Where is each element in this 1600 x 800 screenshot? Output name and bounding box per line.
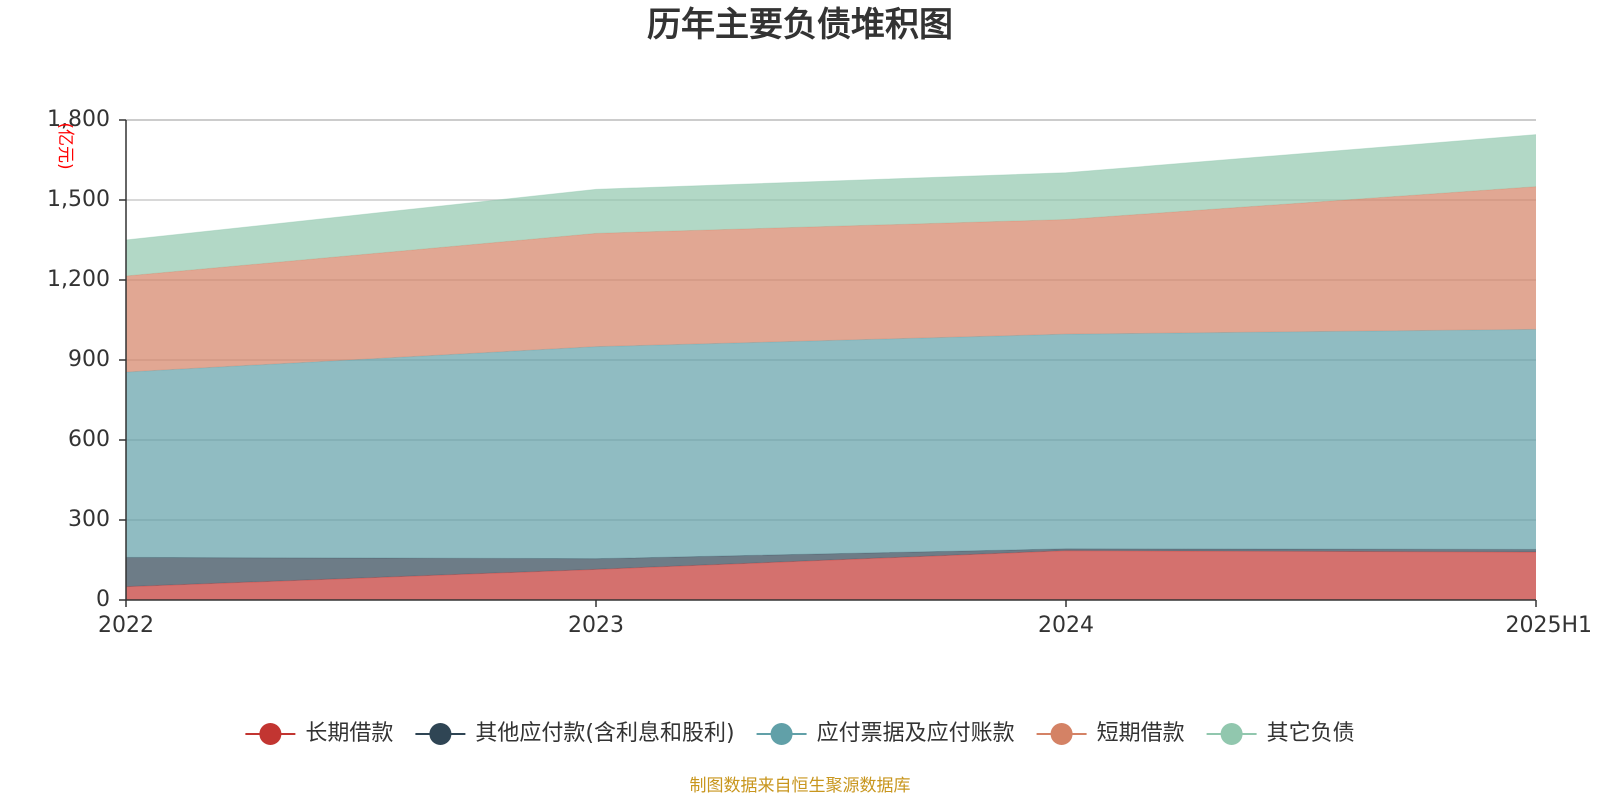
series-area-2[interactable] — [126, 329, 1536, 559]
y-tick-label-0: 0 — [96, 587, 110, 612]
y-tick-label-5: 1,500 — [47, 187, 110, 212]
y-tick-label-1: 300 — [68, 507, 110, 532]
series-area-0[interactable] — [126, 550, 1536, 600]
axes — [119, 119, 1537, 607]
legend-label-4: 其它负债 — [1267, 721, 1355, 746]
y-tick-label-2: 600 — [68, 427, 110, 452]
legend-label-1: 其他应付款(含利息和股利) — [475, 721, 734, 746]
y-axis-tick-labels: 0 300 600 900 1,200 1,500 1,800 — [47, 107, 110, 612]
legend[interactable]: 长期借款 其他应付款(含利息和股利) 应付票据及应付账款 短期借款 其它负债 — [245, 721, 1355, 746]
legend-marker-3 — [1050, 723, 1073, 745]
series-area-4[interactable] — [126, 134, 1536, 276]
y-axis-unit-label: (亿元) — [55, 122, 75, 169]
x-tick-label-2: 2024 — [1038, 613, 1094, 638]
legend-item-0[interactable]: 长期借款 — [245, 721, 393, 746]
legend-item-1[interactable]: 其他应付款(含利息和股利) — [415, 721, 735, 746]
x-axis-tick-labels: 2022 2023 2024 2025H1 — [98, 613, 1592, 638]
y-tick-label-3: 900 — [68, 347, 110, 372]
legend-label-2: 应付票据及应付账款 — [817, 721, 1015, 746]
series-line-4 — [125, 134, 1537, 241]
x-tick-label-1: 2023 — [568, 613, 624, 638]
legend-label-3: 短期借款 — [1097, 721, 1185, 746]
legend-marker-4 — [1220, 723, 1243, 745]
series-areas — [125, 134, 1537, 600]
x-tick-label-3: 2025H1 — [1505, 613, 1592, 638]
series-area-3[interactable] — [126, 186, 1536, 372]
legend-item-4[interactable]: 其它负债 — [1206, 721, 1355, 746]
y-tick-label-6: 1,800 — [47, 107, 110, 132]
legend-marker-2 — [770, 723, 793, 745]
chart-title: 历年主要负债堆积图 — [647, 5, 953, 45]
legend-label-0: 长期借款 — [305, 721, 393, 746]
x-tick-label-0: 2022 — [98, 613, 154, 638]
legend-marker-1 — [429, 723, 452, 745]
data-source-note: 制图数据来自恒生聚源数据库 — [690, 776, 911, 796]
legend-item-2[interactable]: 应付票据及应付账款 — [756, 721, 1015, 746]
y-tick-label-4: 1,200 — [47, 267, 110, 292]
legend-marker-0 — [259, 723, 282, 745]
series-area-1[interactable] — [126, 548, 1536, 587]
legend-item-3[interactable]: 短期借款 — [1036, 721, 1185, 746]
